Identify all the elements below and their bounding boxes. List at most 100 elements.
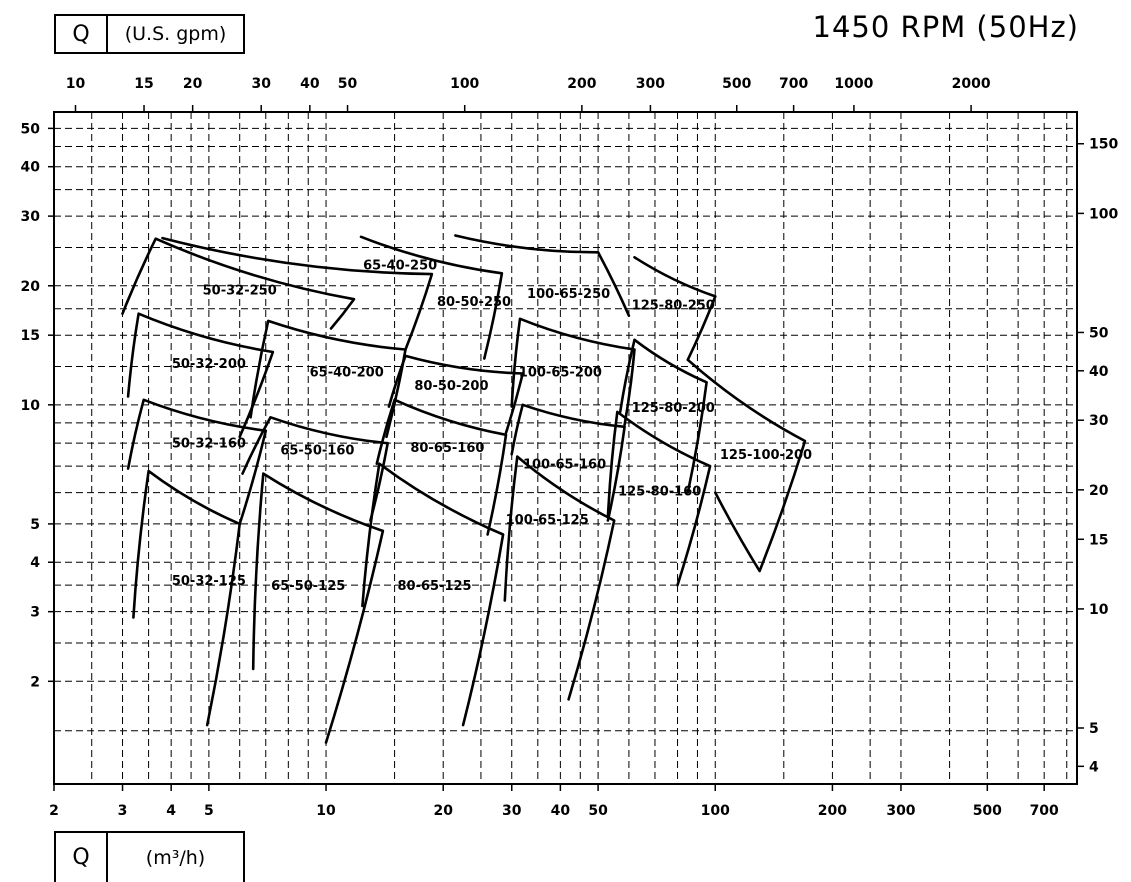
y-tick-label: 30 [21, 209, 41, 225]
pump-curve-125-80-160 [606, 410, 712, 587]
curve-label-125-80-200: 125-80-200 [632, 401, 715, 416]
m3h-axis-caption: Q (m³/h) [54, 831, 245, 882]
top-tick-label: 30 [251, 76, 271, 92]
top-tick-label: 200 [567, 76, 596, 92]
curve-label-80-65-160: 80-65-160 [410, 441, 484, 456]
right-tick-label: 15 [1089, 532, 1108, 548]
pump-curve-65-50-160 [241, 416, 389, 522]
pump-curve-80-65-125 [361, 462, 505, 727]
flow-symbol-bottom: Q [56, 833, 108, 882]
grid [54, 112, 1077, 784]
x-tick-label: 20 [433, 803, 453, 819]
chart-title: 1450 RPM (50Hz) [812, 10, 1079, 44]
top-tick-label: 100 [450, 76, 479, 92]
right-tick-label: 5 [1089, 721, 1099, 737]
y-tick-label: 2 [30, 674, 40, 690]
right-tick-label: 10 [1089, 602, 1109, 618]
top-tick-label: 40 [300, 76, 320, 92]
x-tick-label: 500 [973, 803, 1002, 819]
right-tick-label: 20 [1089, 483, 1109, 499]
curve-label-100-65-200: 100-65-200 [519, 365, 602, 380]
pump-curve-65-40-250 [161, 236, 434, 351]
x-tick-label: 700 [1030, 803, 1059, 819]
pump-curve-100-65-250 [454, 234, 631, 317]
curve-label-50-32-160: 50-32-160 [172, 437, 246, 452]
curve-label-100-65-125: 100-65-125 [506, 513, 589, 528]
top-tick-label: 10 [66, 76, 86, 92]
x-tick-label: 50 [588, 803, 608, 819]
y-tick-label: 15 [21, 328, 40, 344]
y-tick-label: 50 [21, 121, 41, 137]
x-tick-label: 10 [316, 803, 336, 819]
curve-label-80-65-125: 80-65-125 [397, 579, 471, 594]
pump-curve-125-80-250 [633, 256, 717, 362]
pump-curve-125-80-200 [618, 338, 708, 494]
curve-label-65-50-125: 65-50-125 [271, 579, 345, 594]
curve-label-80-50-200: 80-50-200 [414, 379, 488, 394]
curve-label-65-40-200: 65-40-200 [310, 365, 384, 380]
x-tick-label: 3 [118, 803, 128, 819]
curve-label-125-80-250: 125-80-250 [632, 299, 715, 314]
top-tick-label: 20 [183, 76, 203, 92]
pump-curve-50-32-160 [126, 398, 268, 526]
pump-curve-100-65-200 [510, 317, 636, 427]
y-tick-label: 10 [21, 398, 41, 414]
x-tick-label: 4 [166, 803, 176, 819]
curve-label-50-32-125: 50-32-125 [172, 574, 246, 589]
right-tick-label: 100 [1089, 206, 1118, 222]
top-tick-label: 500 [722, 76, 751, 92]
y-tick-label: 5 [30, 517, 40, 533]
flow-symbol: Q [56, 16, 108, 52]
top-tick-label: 1000 [834, 76, 873, 92]
curve-label-50-32-200: 50-32-200 [172, 357, 246, 372]
x-tick-label: 30 [502, 803, 522, 819]
right-tick-label: 30 [1089, 413, 1109, 429]
pump-curves [121, 234, 807, 744]
curve-label-100-65-250: 100-65-250 [527, 287, 610, 302]
y-tick-label: 40 [21, 160, 41, 176]
right-tick-label: 50 [1089, 325, 1109, 341]
pump-curve-80-50-200 [387, 354, 524, 435]
plot-frame [53, 111, 1078, 785]
x-tick-label: 300 [886, 803, 915, 819]
x-tick-label: 40 [551, 803, 571, 819]
pump-curve-50-32-125 [132, 469, 241, 727]
axes: 2 3 4 5 10 20 30 40 50 100 200 300 500 700 2 3 4 5 10 15 20 3… [21, 76, 1119, 819]
y-tick-label: 4 [30, 555, 40, 571]
pump-curve-100-65-160 [510, 403, 626, 522]
curve-label-125-80-160: 125-80-160 [618, 484, 701, 499]
top-tick-label: 300 [636, 76, 665, 92]
gpm-unit-label: (U.S. gpm) [124, 23, 227, 45]
x-tick-label: 5 [204, 803, 214, 819]
pump-curve-65-40-200 [249, 319, 407, 439]
y-tick-label: 3 [30, 605, 40, 621]
pump-curve-100-65-125 [503, 455, 616, 701]
pump-curve-50-32-250 [121, 237, 356, 330]
right-tick-label: 40 [1089, 364, 1109, 380]
pump-curve-80-65-160 [375, 398, 508, 536]
curve-label-65-50-160: 65-50-160 [280, 443, 354, 458]
gpm-axis-caption: Q (U.S. gpm) [54, 14, 245, 54]
pump-curve-80-50-250 [359, 235, 504, 360]
top-tick-label: 15 [134, 76, 153, 92]
pump-curve-65-50-125 [251, 472, 385, 744]
top-tick-label: 700 [779, 76, 808, 92]
top-tick-label: 2000 [952, 76, 991, 92]
curve-label-100-65-160: 100-65-160 [523, 458, 606, 473]
y-tick-label: 20 [21, 279, 41, 295]
pump-curve-labels: 50-32-250 65-40-250 80-50-250 100-65-250 125… [172, 258, 812, 594]
m3h-unit-label: (m³/h) [145, 846, 206, 869]
curve-label-125-100-200: 125-100-200 [720, 448, 812, 463]
pump-curve-50-32-200 [126, 312, 275, 439]
right-tick-label: 150 [1089, 137, 1118, 153]
x-tick-label: 100 [701, 803, 730, 819]
x-tick-label: 200 [818, 803, 847, 819]
x-tick-label: 2 [49, 803, 59, 819]
right-tick-label: 4 [1089, 759, 1099, 775]
top-tick-label: 50 [338, 76, 358, 92]
pump-curve-125-100-200 [686, 358, 807, 573]
curve-label-50-32-250: 50-32-250 [203, 284, 277, 299]
curve-label-80-50-250: 80-50-250 [437, 295, 511, 310]
curve-label-65-40-250: 65-40-250 [363, 258, 437, 273]
